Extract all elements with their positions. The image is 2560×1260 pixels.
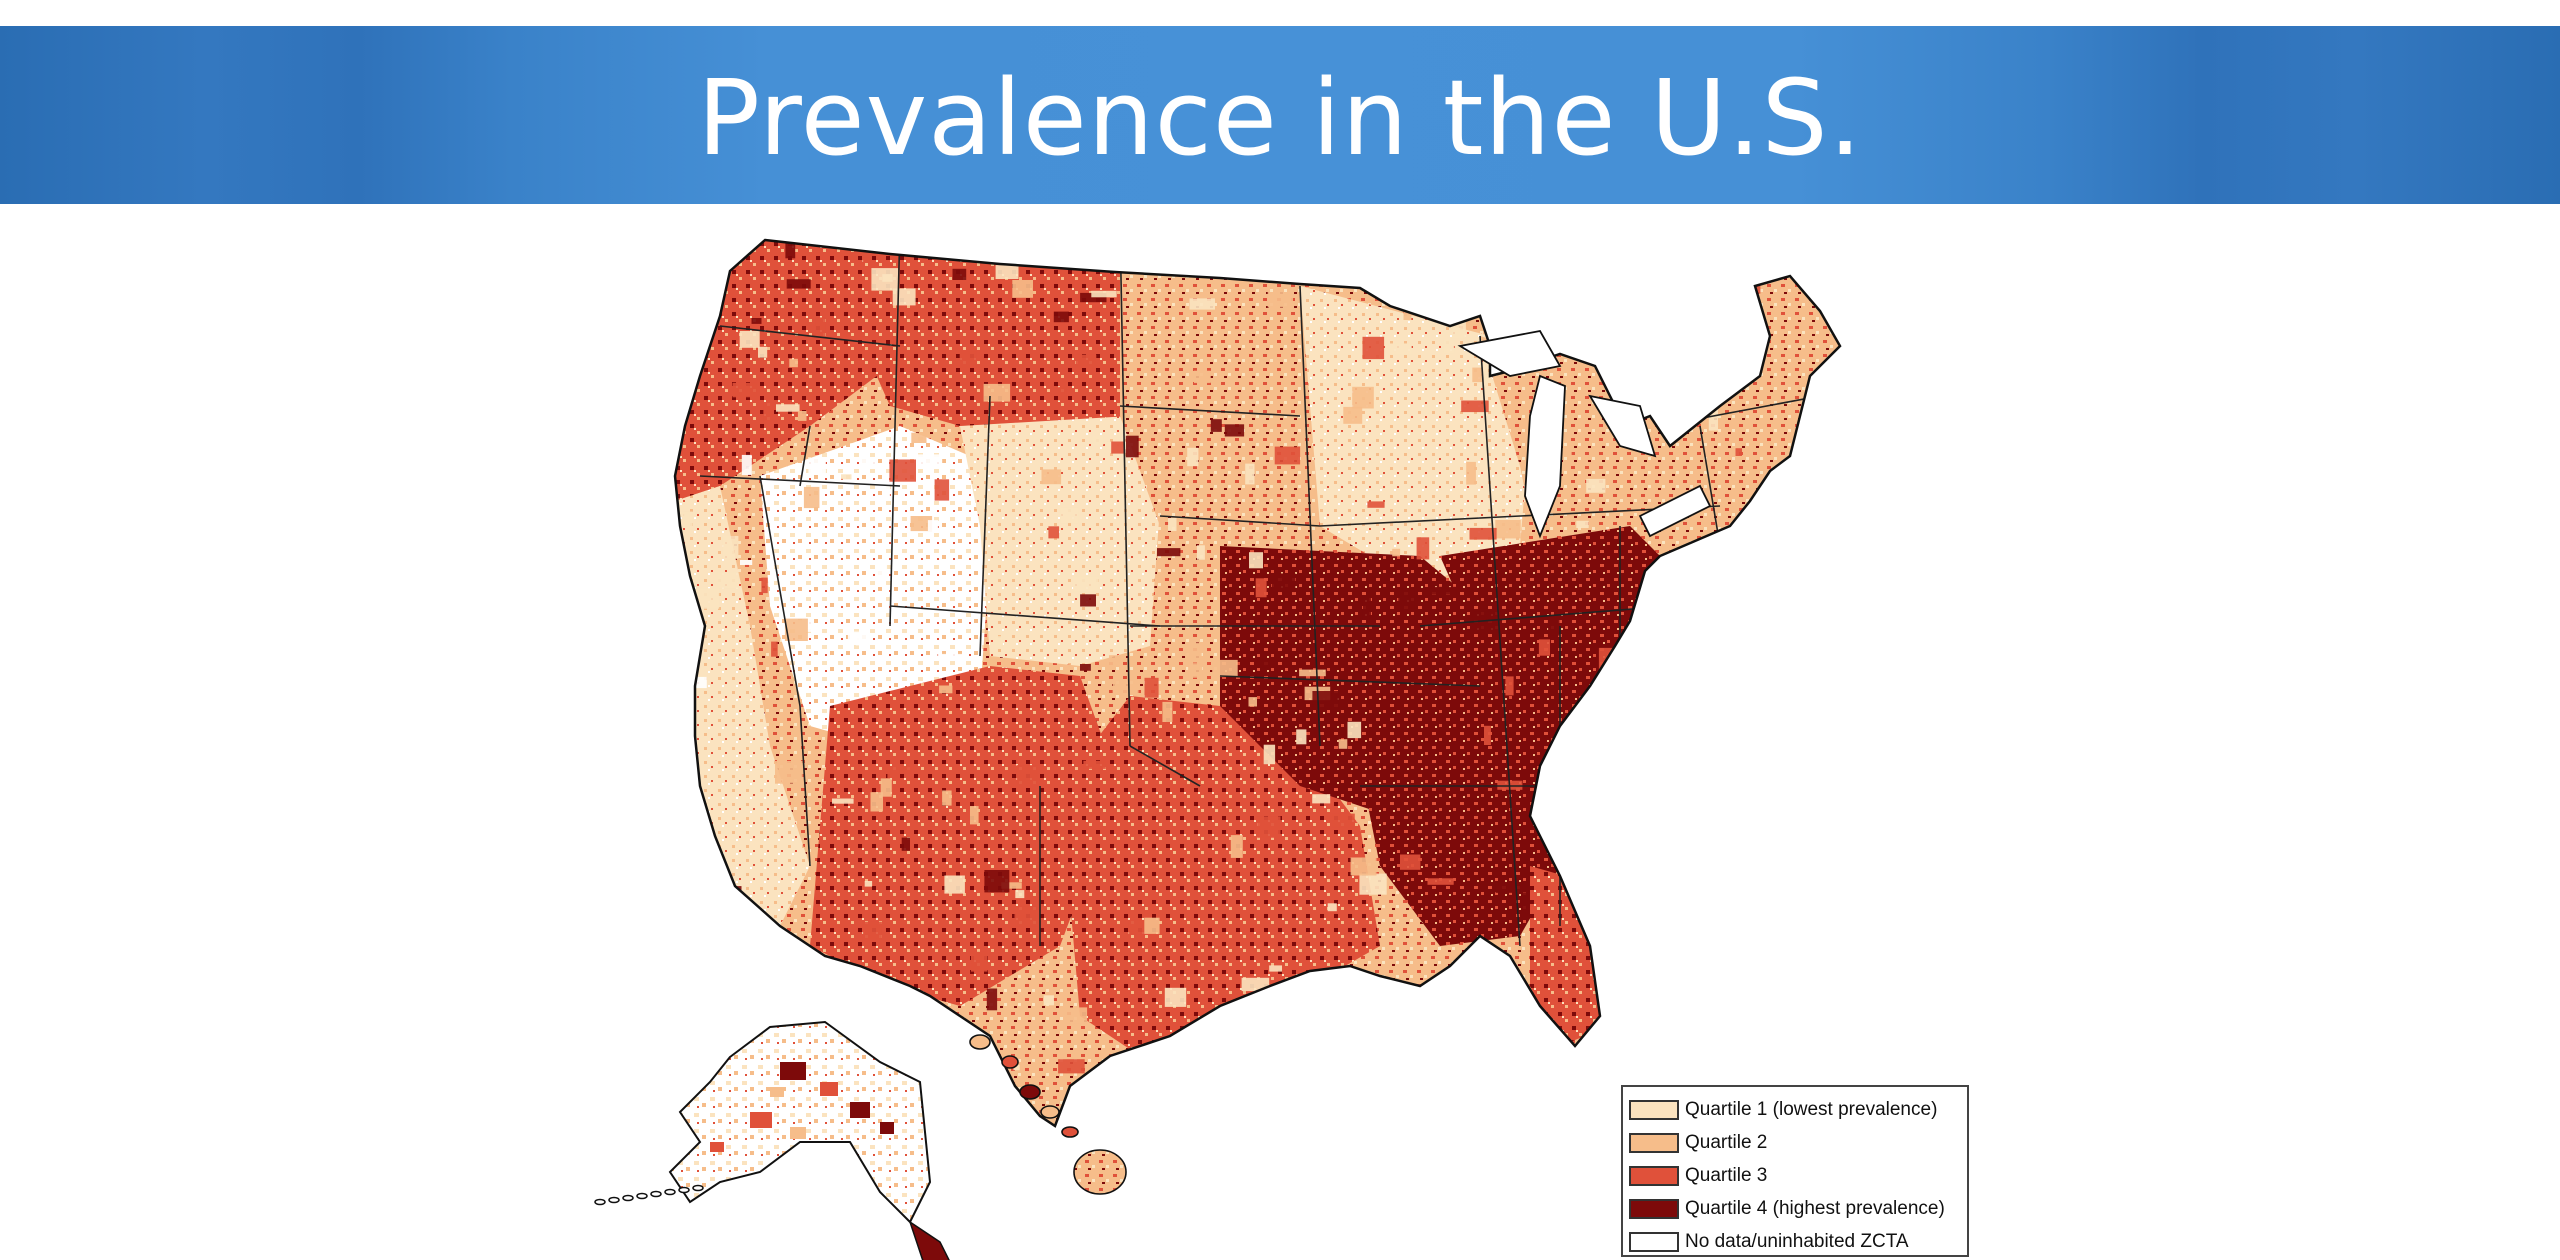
region-5 xyxy=(1120,266,1320,546)
aleutian-island-6 xyxy=(678,1186,690,1194)
state-border-12 xyxy=(1299,285,1321,747)
aleutian-island-0 xyxy=(594,1198,606,1206)
legend-label-quartile-3: Quartile 3 xyxy=(1685,1164,1768,1186)
legend-item-quartile-2: Quartile 2 xyxy=(1629,1126,1967,1159)
state-border-7 xyxy=(1119,240,1131,747)
state-border-21 xyxy=(1129,745,1201,787)
hawaii xyxy=(969,1034,1127,1195)
aleutian-island-5 xyxy=(664,1188,676,1196)
us-map-graphic xyxy=(594,238,1842,1260)
state-border-19 xyxy=(1699,425,1721,547)
state-borders xyxy=(699,240,1821,947)
lake-0 xyxy=(1457,329,1562,377)
state-border-6 xyxy=(889,605,1161,627)
legend-swatch-quartile-2 xyxy=(1629,1132,1679,1153)
state-border-11 xyxy=(1219,675,1481,687)
aleutian-island-2 xyxy=(622,1194,634,1202)
region-3 xyxy=(960,416,1160,666)
hawaii-island-2 xyxy=(1019,1084,1041,1100)
prevalence-map xyxy=(580,212,1976,1260)
slide-title: Prevalence in the U.S. xyxy=(697,57,1863,179)
alaska-zone-7 xyxy=(710,1142,724,1152)
state-border-8 xyxy=(1119,405,1301,417)
state-border-0 xyxy=(719,325,901,347)
aleutian-island-3 xyxy=(636,1192,648,1200)
legend-swatch-quartile-3 xyxy=(1629,1165,1679,1186)
hawaii-island-4 xyxy=(1061,1126,1079,1138)
aleutian-island-4 xyxy=(650,1190,662,1198)
legend-label-quartile-2: Quartile 2 xyxy=(1685,1131,1768,1153)
alaska-zone-4 xyxy=(880,1122,894,1134)
alaska xyxy=(594,1020,950,1260)
legend-swatch-quartile-4 xyxy=(1629,1198,1679,1219)
lake-2 xyxy=(1588,394,1657,458)
region-6 xyxy=(810,666,1120,1006)
legend-item-quartile-3: Quartile 3 xyxy=(1629,1159,1967,1192)
region-8 xyxy=(1300,286,1530,586)
legend-item-quartile-4: Quartile 4 (highest prevalence) xyxy=(1629,1192,1967,1225)
hawaii-island-5 xyxy=(1073,1149,1127,1195)
state-border-3 xyxy=(799,425,811,487)
alaska-zone-3 xyxy=(850,1102,870,1118)
region-13 xyxy=(1640,286,1840,546)
hawaii-island-0 xyxy=(969,1034,991,1050)
aleutian-island-1 xyxy=(608,1196,620,1204)
state-border-1 xyxy=(699,475,901,487)
title-banner: Prevalence in the U.S. xyxy=(0,26,2560,204)
alaska-zone-6 xyxy=(770,1087,784,1097)
legend-swatch-no-data xyxy=(1629,1231,1679,1252)
alaska-zone-0 xyxy=(780,1062,806,1080)
alaska-zone-5 xyxy=(790,1127,806,1139)
alaska-zone-2 xyxy=(750,1112,772,1128)
legend-label-no-data: No data/uninhabited ZCTA xyxy=(1685,1230,1909,1252)
state-border-9 xyxy=(1159,515,1321,527)
hawaii-island-3 xyxy=(1040,1105,1060,1119)
state-border-2 xyxy=(889,240,901,627)
alaska-panhandle xyxy=(908,1220,950,1260)
legend-item-no-data: No data/uninhabited ZCTA xyxy=(1629,1225,1967,1258)
state-border-15 xyxy=(1419,605,1671,627)
lake-3 xyxy=(1638,484,1712,538)
hawaii-island-1 xyxy=(1001,1055,1019,1069)
state-border-4 xyxy=(759,475,811,867)
state-border-13 xyxy=(1479,335,1521,947)
legend-swatch-quartile-1 xyxy=(1629,1099,1679,1120)
alaska-shape xyxy=(668,1020,932,1224)
lake-1 xyxy=(1524,374,1566,539)
alaska-zone-1 xyxy=(820,1082,838,1096)
legend-item-quartile-1: Quartile 1 (lowest prevalence) xyxy=(1629,1093,1967,1126)
map-legend: Quartile 1 (lowest prevalence) Quartile … xyxy=(1621,1085,1969,1257)
legend-label-quartile-4: Quartile 4 (highest prevalence) xyxy=(1685,1197,1945,1219)
aleutian-island-7 xyxy=(692,1184,704,1192)
legend-label-quartile-1: Quartile 1 (lowest prevalence) xyxy=(1685,1098,1938,1120)
